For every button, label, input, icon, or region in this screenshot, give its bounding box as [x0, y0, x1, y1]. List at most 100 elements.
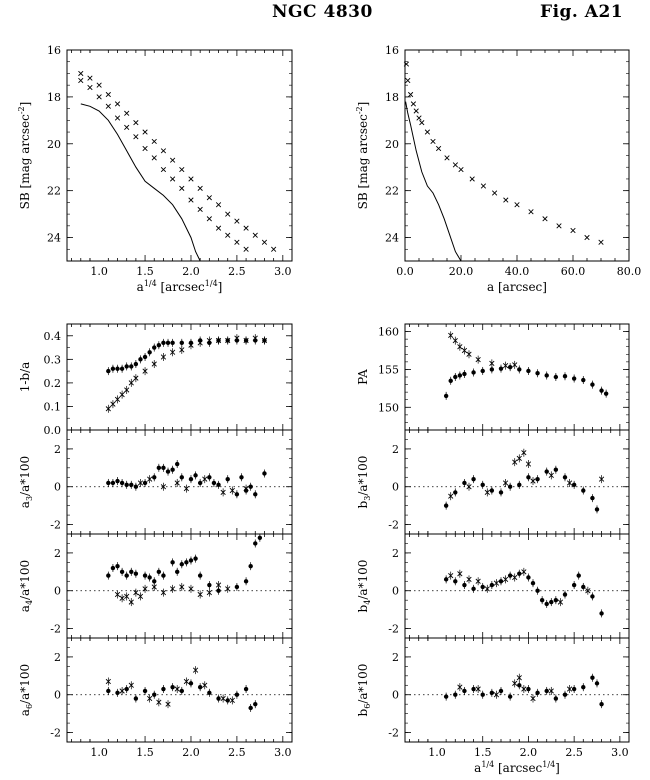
data-point-dot — [243, 686, 249, 692]
panel-sb_quarter: 1.0 1.5 2.0 2.5 3.0 16 18 20 22 24 SB [mag arcsec-… — [17, 44, 293, 294]
y-tick-label: -2 — [388, 623, 399, 636]
x-tick-label: 2.5 — [228, 265, 246, 278]
data-point-cross — [151, 138, 157, 145]
data-point-dot — [138, 357, 143, 362]
data-point-dot — [517, 367, 522, 372]
data-point-dot — [448, 378, 453, 383]
data-point-cross — [229, 697, 235, 704]
data-point-dot — [119, 366, 125, 371]
data-point-cross — [516, 455, 522, 461]
data-point-dot — [599, 611, 604, 616]
y-tick-label: 20 — [47, 138, 61, 151]
data-point-dot — [517, 683, 522, 688]
x-tick-label: 60.0 — [561, 265, 586, 278]
data-point-dot — [188, 681, 194, 686]
profile-line — [80, 103, 201, 262]
data-point-dot — [517, 482, 522, 488]
data-point-cross — [160, 354, 167, 360]
data-point-dot — [576, 573, 581, 578]
data-point-cross — [566, 686, 573, 692]
panel-a6: 1.0 1.5 2.0 2.5 3.0 -2 0 2 a6/a*100 — [18, 637, 293, 759]
y-axis-label: b4/a*100 — [356, 560, 372, 613]
data-point-dot — [161, 340, 166, 346]
data-point-dot — [106, 480, 111, 486]
data-point-cross — [521, 569, 527, 575]
data-point-cross — [475, 686, 481, 692]
data-point-cross — [480, 183, 487, 189]
data-point-cross — [557, 599, 564, 605]
y-tick-label: 0 — [54, 585, 61, 598]
data-point-dot — [253, 492, 258, 497]
data-point-cross — [261, 337, 268, 344]
x-tick-label: 2.0 — [182, 265, 200, 278]
data-point-dot — [152, 579, 157, 584]
plot-frame — [66, 637, 293, 743]
data-point-dot — [526, 475, 531, 480]
data-point-cross — [206, 216, 212, 222]
plot-frame — [404, 429, 630, 535]
y-tick-label: 2 — [392, 651, 399, 664]
data-point-cross — [475, 356, 481, 363]
data-point-dot — [133, 696, 139, 701]
data-point-cross — [229, 487, 235, 494]
data-point-dot — [571, 482, 577, 488]
data-point-cross — [197, 185, 203, 191]
data-point-cross — [457, 344, 463, 350]
data-point-dot — [571, 376, 577, 381]
y-tick-label: 22 — [385, 185, 399, 198]
data-point-dot — [562, 592, 568, 597]
data-point-dot — [216, 696, 221, 701]
data-point-cross — [105, 406, 111, 412]
data-point-cross — [448, 332, 454, 338]
data-point-cross — [466, 576, 472, 583]
data-point-dot — [234, 692, 240, 697]
data-point-dot — [165, 469, 171, 474]
data-point-cross — [598, 476, 605, 482]
data-point-cross — [252, 335, 258, 341]
data-point-dot — [170, 467, 175, 472]
data-point-dot — [553, 696, 559, 701]
y-axis-label: SB [mag arcsec-2] — [17, 102, 32, 210]
data-point-dot — [539, 597, 545, 603]
y-tick-label: 2 — [54, 443, 61, 456]
data-point-dot — [184, 560, 189, 565]
data-point-dot — [507, 694, 513, 699]
x-tick-label: 1.0 — [90, 746, 108, 759]
data-point-cross — [225, 211, 231, 217]
data-point-dot — [124, 686, 129, 692]
data-point-cross — [179, 185, 185, 191]
data-point-cross — [466, 351, 472, 357]
data-point-cross — [458, 166, 464, 173]
x-tick-label: 2.0 — [182, 746, 200, 759]
data-point-cross — [169, 349, 176, 355]
data-point-cross — [528, 209, 534, 215]
data-point-dot — [535, 690, 540, 696]
data-point-cross — [215, 202, 222, 208]
data-point-dot — [507, 484, 513, 489]
data-point-dot — [253, 541, 258, 546]
plot-frame — [66, 429, 293, 535]
y-tick-label: 16 — [47, 44, 61, 57]
data-point-dot — [507, 364, 513, 370]
data-point-dot — [124, 482, 129, 488]
data-point-cross — [512, 680, 518, 687]
data-point-cross — [502, 480, 509, 486]
data-point-cross — [128, 682, 134, 688]
data-point-cross — [548, 688, 554, 694]
data-point-dot — [498, 688, 504, 694]
data-point-cross — [183, 485, 190, 492]
data-point-dot — [517, 571, 522, 576]
data-point-dot — [462, 371, 467, 377]
data-point-cross — [484, 489, 490, 496]
y-tick-label: -2 — [388, 727, 399, 740]
x-tick-label: 40.0 — [505, 265, 530, 278]
data-point-dot — [110, 565, 116, 571]
data-point-cross — [489, 360, 495, 366]
data-point-cross — [261, 239, 268, 245]
y-tick-label: 2 — [54, 547, 61, 560]
plot-frame — [66, 323, 293, 431]
data-point-dot — [535, 588, 540, 593]
x-tick-label: 20.0 — [449, 265, 474, 278]
data-point-cross — [452, 162, 459, 168]
data-point-dot — [471, 686, 476, 692]
